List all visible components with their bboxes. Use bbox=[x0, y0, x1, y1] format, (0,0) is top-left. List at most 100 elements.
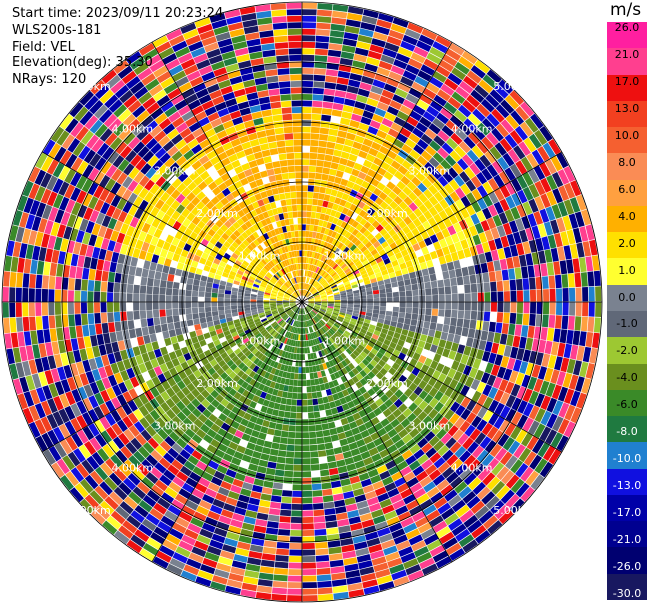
velocity-cell bbox=[253, 117, 264, 126]
velocity-cell bbox=[320, 307, 327, 310]
velocity-cell bbox=[316, 344, 321, 351]
velocity-cell bbox=[174, 493, 188, 505]
velocity-cell bbox=[302, 198, 308, 205]
velocity-cell bbox=[3, 318, 11, 334]
velocity-cell bbox=[361, 519, 375, 528]
velocity-cell bbox=[196, 460, 208, 471]
velocity-cell bbox=[363, 456, 374, 466]
velocity-cell bbox=[282, 424, 289, 432]
velocity-cell bbox=[579, 361, 589, 378]
velocity-cell bbox=[307, 305, 313, 310]
velocity-cell bbox=[321, 303, 328, 305]
velocity-cell bbox=[250, 294, 257, 298]
velocity-cell bbox=[298, 321, 300, 328]
velocity-cell bbox=[302, 159, 310, 166]
velocity-cell bbox=[154, 271, 162, 280]
velocity-cell bbox=[317, 9, 332, 17]
velocity-cell bbox=[334, 499, 346, 508]
velocity-cell bbox=[164, 258, 172, 267]
velocity-cell bbox=[282, 391, 288, 398]
velocity-cell bbox=[297, 224, 302, 231]
velocity-cell bbox=[273, 323, 279, 330]
velocity-cell bbox=[89, 437, 102, 452]
velocity-cell bbox=[281, 107, 292, 114]
velocity-cell bbox=[221, 340, 229, 348]
velocity-cell bbox=[186, 382, 196, 392]
velocity-cell bbox=[303, 314, 305, 321]
velocity-cell bbox=[274, 127, 284, 135]
velocity-cell bbox=[406, 499, 420, 511]
velocity-cell bbox=[283, 212, 289, 220]
velocity-cell bbox=[183, 460, 196, 471]
velocity-cell bbox=[435, 556, 452, 569]
velocity-cell bbox=[362, 337, 370, 345]
velocity-cell bbox=[224, 375, 233, 384]
velocity-cell bbox=[186, 558, 202, 570]
velocity-cell bbox=[211, 306, 218, 312]
velocity-cell bbox=[315, 384, 321, 392]
velocity-cell bbox=[266, 75, 279, 83]
velocity-cell bbox=[519, 336, 527, 349]
velocity-cell bbox=[257, 334, 264, 341]
velocity-cell bbox=[397, 511, 412, 522]
velocity-cell bbox=[225, 447, 236, 457]
velocity-cell bbox=[279, 310, 286, 315]
velocity-cell bbox=[334, 453, 344, 461]
velocity-cell bbox=[313, 331, 318, 338]
velocity-cell bbox=[458, 534, 475, 548]
velocity-cell bbox=[274, 382, 281, 390]
velocity-cell bbox=[110, 410, 122, 423]
velocity-cell bbox=[328, 337, 335, 344]
velocity-cell bbox=[373, 305, 380, 310]
velocity-cell bbox=[378, 403, 388, 413]
velocity-cell bbox=[144, 401, 155, 413]
velocity-cell bbox=[203, 434, 214, 444]
velocity-cell bbox=[343, 491, 355, 499]
velocity-cell bbox=[188, 494, 202, 505]
velocity-cell bbox=[542, 314, 549, 328]
velocity-cell bbox=[316, 206, 322, 213]
velocity-cell bbox=[317, 397, 324, 405]
velocity-cell bbox=[95, 269, 103, 281]
velocity-cell bbox=[113, 292, 120, 302]
velocity-cell bbox=[417, 370, 426, 380]
velocity-cell bbox=[70, 467, 85, 483]
velocity-cell bbox=[522, 417, 534, 432]
velocity-cell bbox=[216, 403, 226, 413]
velocity-cell bbox=[224, 290, 232, 295]
velocity-cell bbox=[217, 297, 224, 302]
velocity-cell bbox=[411, 540, 427, 552]
velocity-cell bbox=[9, 302, 16, 318]
velocity-cell bbox=[228, 573, 244, 582]
velocity-cell bbox=[354, 337, 362, 344]
velocity-cell bbox=[244, 570, 260, 579]
velocity-cell bbox=[226, 531, 240, 541]
velocity-cell bbox=[276, 456, 286, 464]
velocity-cell bbox=[317, 312, 324, 317]
velocity-cell bbox=[294, 313, 298, 320]
velocity-cell bbox=[302, 484, 312, 491]
velocity-cell bbox=[400, 347, 409, 355]
velocity-cell bbox=[303, 321, 305, 328]
velocity-cell bbox=[228, 411, 237, 420]
velocity-cell bbox=[372, 313, 379, 318]
velocity-cell bbox=[204, 302, 211, 308]
velocity-cell bbox=[291, 510, 302, 517]
velocity-cell bbox=[279, 404, 286, 411]
velocity-cell bbox=[499, 419, 511, 433]
velocity-cell bbox=[320, 469, 330, 477]
velocity-cell bbox=[253, 151, 263, 160]
velocity-cell bbox=[445, 437, 457, 449]
velocity-cell bbox=[390, 321, 398, 327]
velocity-cell bbox=[258, 136, 268, 145]
velocity-cell bbox=[579, 331, 587, 347]
velocity-cell bbox=[134, 505, 149, 518]
velocity-cell bbox=[367, 468, 379, 478]
velocity-cell bbox=[341, 403, 350, 411]
velocity-cell bbox=[415, 421, 427, 433]
velocity-cell bbox=[249, 323, 256, 329]
velocity-cell bbox=[270, 321, 277, 327]
velocity-cell bbox=[441, 466, 455, 479]
velocity-cell bbox=[302, 406, 308, 413]
velocity-cell bbox=[355, 547, 370, 557]
